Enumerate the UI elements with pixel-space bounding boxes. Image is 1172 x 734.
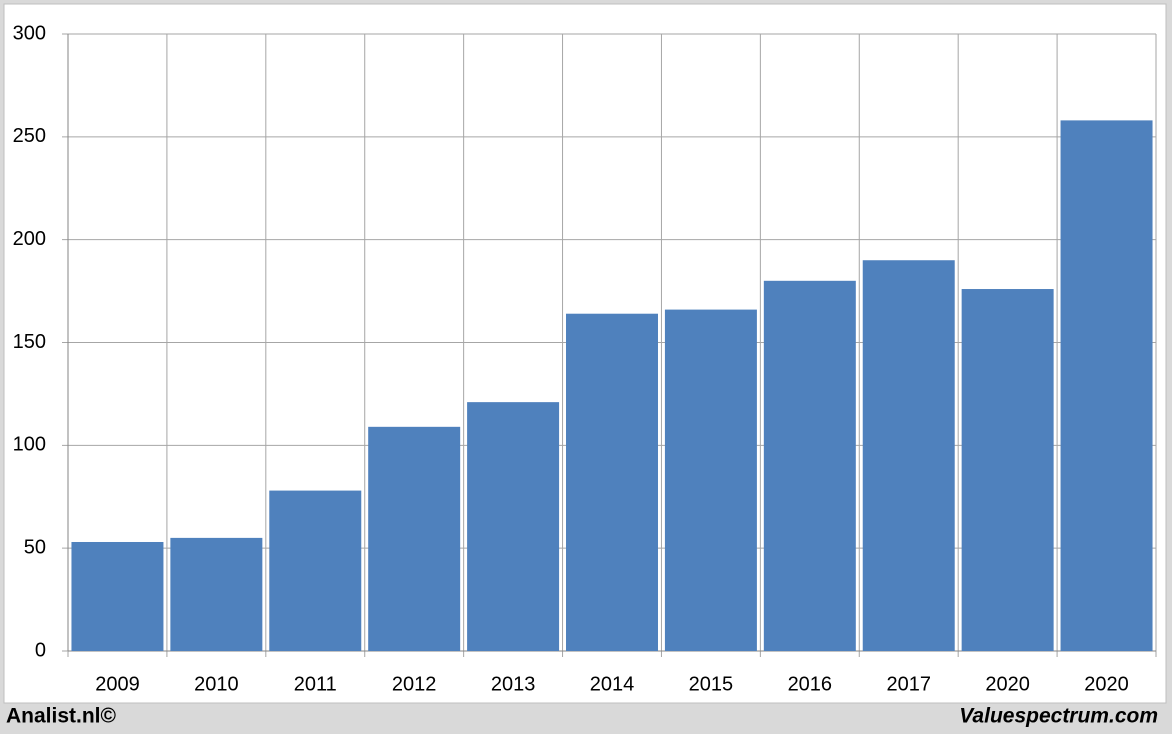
y-tick-label: 250 — [13, 125, 46, 147]
x-tick-label: 2011 — [294, 673, 337, 695]
bar — [269, 490, 362, 651]
bar — [170, 537, 263, 651]
bar — [664, 309, 757, 651]
bar — [467, 402, 560, 651]
footer-left: Analist.nl© — [6, 705, 117, 728]
x-tick-label: 2016 — [788, 673, 833, 695]
y-tick-label: 200 — [13, 228, 46, 250]
x-tick-label: 2020 — [985, 673, 1030, 695]
y-tick-label: 100 — [13, 434, 46, 456]
x-tick-label: 2012 — [392, 673, 437, 695]
bar — [961, 289, 1054, 651]
y-tick-label: 300 — [13, 22, 46, 44]
x-tick-label: 2010 — [194, 673, 239, 695]
y-tick-label: 0 — [35, 639, 46, 661]
footer-right: Valuespectrum.com — [959, 705, 1158, 728]
bar — [566, 313, 658, 651]
x-tick-label: 2020 — [1084, 673, 1129, 695]
y-tick-label: 50 — [24, 536, 46, 558]
bar — [71, 541, 164, 651]
x-tick-label: 2013 — [491, 673, 536, 695]
bar — [368, 426, 461, 651]
bar — [763, 280, 856, 651]
y-tick-label: 150 — [13, 331, 46, 353]
x-tick-label: 2014 — [590, 673, 635, 695]
x-tick-label: 2017 — [886, 673, 931, 695]
bar — [1060, 120, 1153, 651]
x-tick-label: 2009 — [95, 673, 140, 695]
bar — [862, 260, 955, 651]
x-tick-label: 2015 — [689, 673, 734, 695]
